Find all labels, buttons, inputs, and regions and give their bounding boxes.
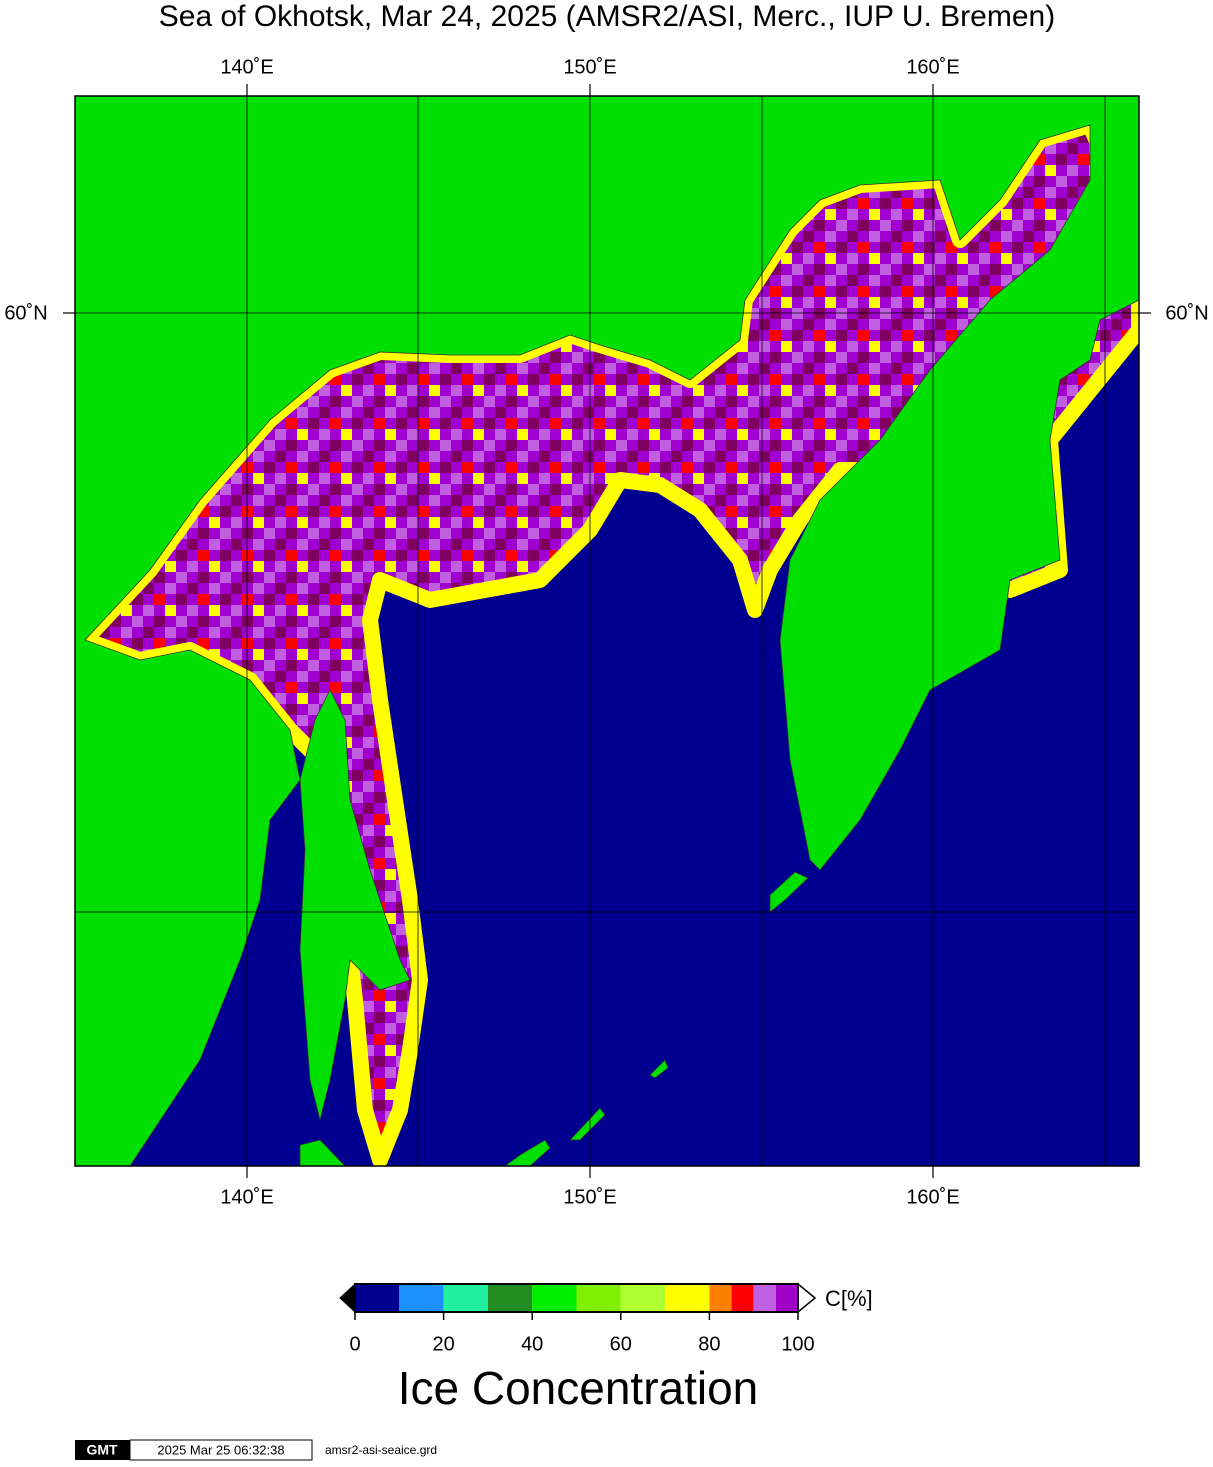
land-kuril [769, 871, 809, 913]
lon-label: 140˚E [220, 1186, 273, 1208]
title: Sea of Okhotsk, Mar 24, 2025 (AMSR2/ASI,… [159, 0, 1055, 33]
lat-label: 60˚N [1165, 302, 1208, 324]
frame-ticks [63, 84, 1151, 1178]
lon-label: 160˚E [906, 56, 959, 78]
colorbar-bin [355, 1284, 400, 1312]
colorbar-bin [487, 1284, 533, 1312]
colorbar-bin [399, 1284, 444, 1312]
colorbar-tick-label: 0 [349, 1333, 360, 1355]
timestamp-box [129, 1439, 313, 1461]
colorbar-under [339, 1282, 356, 1314]
colorbar-bin [753, 1284, 776, 1312]
map-frame [74, 95, 1140, 1167]
colorbar-tick-label: 80 [698, 1333, 720, 1355]
colorbar-bin [576, 1284, 621, 1312]
colorbar-bin [620, 1284, 666, 1312]
map [75, 96, 1139, 1166]
colorbar: 0 20 40 60 80 100 [339, 1282, 817, 1355]
colorbar-bin [665, 1284, 710, 1312]
colorbar-tick-label: 60 [610, 1333, 632, 1355]
lon-label: 150˚E [563, 1186, 616, 1208]
colorbar-title: Ice Concentration [398, 1362, 759, 1414]
colorbar-over [797, 1282, 817, 1314]
colorbar-bin [709, 1284, 732, 1312]
land-kuril [649, 1059, 669, 1079]
logo-box [75, 1440, 130, 1460]
lon-label: 160˚E [906, 1186, 959, 1208]
lon-label: 150˚E [563, 56, 616, 78]
colorbar-bin [532, 1284, 577, 1312]
land-kuril [504, 1139, 551, 1166]
timestamp: 2025 Mar 25 06:32:38 [157, 1442, 284, 1457]
lat-label: 60˚N [4, 302, 47, 324]
colorbar-bin [775, 1284, 798, 1312]
lon-label: 140˚E [220, 56, 273, 78]
colorbar-tick-label: 40 [521, 1333, 543, 1355]
land-mainland [75, 96, 1139, 1166]
logo: GMT [86, 1442, 118, 1458]
colorbar-frame [354, 1283, 799, 1313]
land-sakhalin [299, 689, 411, 1121]
colorbar-bin [443, 1284, 488, 1312]
colorbar-tick-label: 20 [432, 1333, 454, 1355]
filename: amsr2-asi-seaice.grd [325, 1443, 437, 1457]
footer: GMT 2025 Mar 25 06:32:38 amsr2-asi-seaic… [75, 1439, 437, 1461]
graticule [75, 96, 1139, 1166]
colorbar-bin [731, 1284, 754, 1312]
land-hokkaido [299, 1139, 346, 1166]
colorbar-unit: C[%] [825, 1286, 873, 1311]
colorbar-tick-label: 100 [781, 1333, 814, 1355]
lon-labels: 140˚E 150˚E 160˚E 140˚E 150˚E 160˚E [220, 56, 959, 1208]
